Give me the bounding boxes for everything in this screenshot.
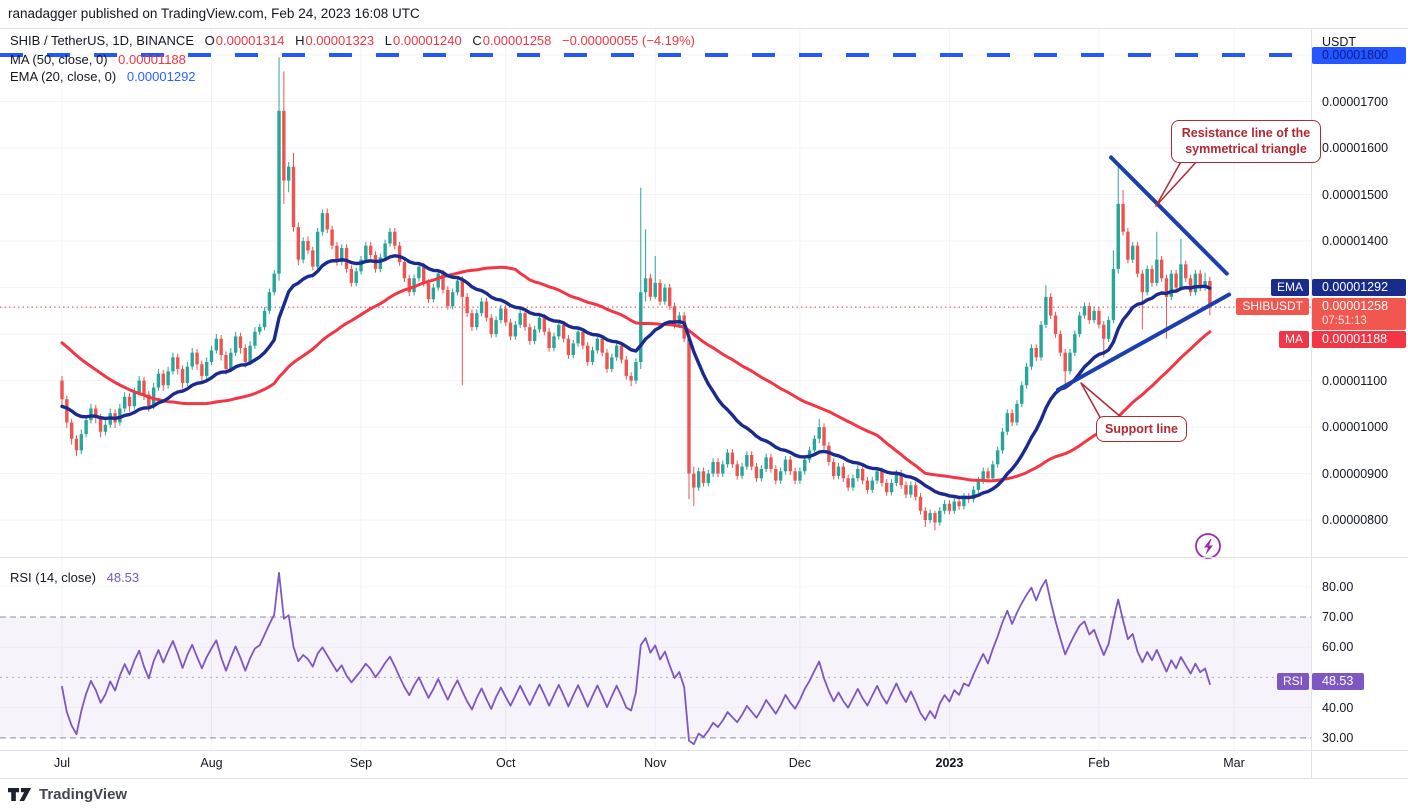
price-tick-1000: 0.00001000 (1322, 420, 1389, 435)
price-tick-800: 0.00000800 (1322, 513, 1389, 528)
symbol-legend-row[interactable]: SHIB / TetherUS, 1D, BINANCE O0.00001314… (10, 33, 695, 48)
attribution-text: ranadagger published on TradingView.com,… (8, 6, 420, 21)
footer: TradingView (8, 786, 127, 803)
ema-legend-row[interactable]: EMA (20, close, 0) 0.00001292 (10, 69, 196, 84)
rsi-tick-40: 40.00 (1322, 700, 1354, 715)
price-badge-last: 0.00001258 07:51:13 (1312, 298, 1406, 331)
time-tick-Sep[interactable]: Sep (349, 756, 373, 770)
rsi-label: RSI (14, close) (10, 570, 96, 585)
time-tick-Dec[interactable]: Dec (788, 756, 812, 770)
rsi-value: 48.53 (106, 570, 140, 585)
rsi-value-badge: 48.53 (1312, 672, 1364, 690)
high-value: 0.00001323 (305, 33, 375, 48)
ema-label: EMA (20, close, 0) (10, 69, 117, 84)
support-callout[interactable]: Support line (1096, 416, 1187, 443)
ema-value: 0.00001292 (126, 69, 196, 84)
time-tick-Feb[interactable]: Feb (1088, 756, 1110, 770)
ma-legend-row[interactable]: MA (50, close, 0) 0.00001188 (10, 52, 186, 67)
tradingview-brand-text: TradingView (39, 786, 128, 803)
lightning-icon (1204, 539, 1213, 555)
tradingview-logo-icon[interactable] (8, 787, 32, 802)
close-value: 0.00001258 (482, 33, 552, 48)
time-tick-Aug[interactable]: Aug (200, 756, 223, 770)
rsi-legend-row[interactable]: RSI (14, close) 48.53 (10, 570, 139, 585)
chart-top-border (0, 28, 1408, 29)
price-axis-currency: USDT (1322, 35, 1357, 49)
pane-divider[interactable] (0, 557, 1408, 558)
chart-bottom-border (0, 778, 1408, 779)
series-tag-symbol: SHIBUSDT (1236, 298, 1309, 316)
time-tick-Jul[interactable]: Jul (54, 756, 70, 770)
change-value: −0.00000055 (−4.19%) (562, 33, 696, 48)
time-tick-Oct[interactable]: Oct (495, 756, 516, 770)
rsi-series-tag: RSI (1276, 672, 1309, 690)
rsi-tick-60: 60.00 (1322, 640, 1354, 655)
series-tag-ma: MA (1279, 330, 1309, 348)
time-tick-Mar[interactable]: Mar (1223, 756, 1245, 770)
series-tag-ema: EMA (1270, 279, 1309, 297)
time-axis-border (0, 750, 1408, 751)
price-badge-ma: 0.00001188 (1312, 330, 1406, 348)
price-tick-1400: 0.00001400 (1322, 234, 1389, 249)
price-axis-border (1311, 28, 1312, 778)
price-badge-level1800: 0.00001800 (1312, 47, 1406, 65)
price-tick-1100: 0.00001100 (1322, 373, 1388, 388)
price-tick-1500: 0.00001500 (1322, 187, 1389, 202)
time-tick-2023[interactable]: 2023 (935, 756, 964, 770)
high-label: H (295, 33, 305, 48)
resistance-callout[interactable]: Resistance line of the symmetrical trian… (1171, 120, 1321, 163)
open-label: O (204, 33, 215, 48)
symbol-title: SHIB / TetherUS, 1D, BINANCE (10, 33, 194, 48)
open-value: 0.00001314 (215, 33, 285, 48)
close-label: C (472, 33, 482, 48)
low-value: 0.00001240 (393, 33, 462, 48)
price-tick-1700: 0.00001700 (1322, 94, 1389, 109)
price-tick-900: 0.00000900 (1322, 466, 1389, 481)
rsi-tick-80: 80.00 (1322, 579, 1354, 594)
rsi-tick-70: 70.00 (1322, 609, 1354, 624)
ma-value: 0.00001188 (118, 52, 186, 67)
ma-label: MA (50, close, 0) (10, 52, 108, 67)
resistance-callout-text: Resistance line of the symmetrical trian… (1181, 126, 1311, 157)
countdown-timer: 07:51:13 (1322, 315, 1367, 328)
time-tick-Nov[interactable]: Nov (644, 756, 667, 770)
support-callout-text: Support line (1105, 422, 1178, 436)
price-tick-1600: 0.00001600 (1322, 141, 1389, 156)
rsi-tick-30: 30.00 (1322, 730, 1354, 745)
low-label: L (384, 33, 392, 48)
price-badge-ema: 0.00001292 (1312, 279, 1406, 297)
